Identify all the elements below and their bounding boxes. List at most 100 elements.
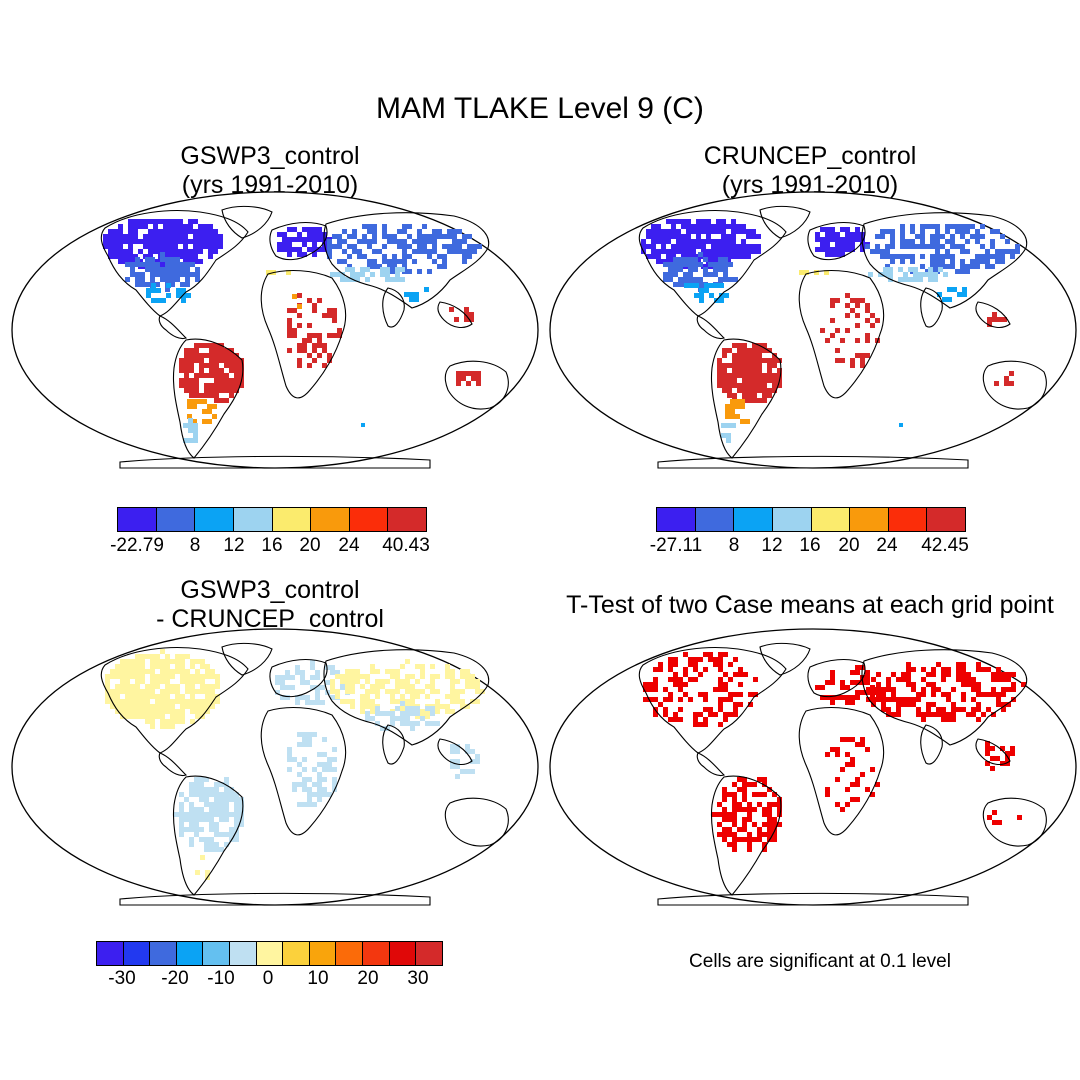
- field-tibet: [937, 287, 967, 302]
- coastline-greenland: [221, 642, 273, 676]
- field-mediterranean: [799, 270, 829, 275]
- coastline-northAmerica: [638, 647, 787, 754]
- coastline-greenland: [759, 205, 811, 239]
- field-central-asia: [330, 267, 405, 282]
- diff-se-asia: [450, 744, 480, 779]
- coastline-europe: [807, 658, 866, 698]
- field-australia: [994, 371, 1014, 386]
- colorbar-gswp3-label-1: 8: [189, 535, 201, 556]
- colorbar-difference-box-9: [336, 942, 364, 965]
- panel-title-cruncep: CRUNCEP_control (yrs 1991-2010): [703, 142, 917, 199]
- colorbar-gswp3-label-6: 40.43: [382, 535, 430, 556]
- diff-central-asia: [365, 701, 440, 731]
- colorbar-cruncep-box-1: [695, 508, 735, 531]
- coastline-centralAmerica: [696, 315, 726, 340]
- panel-title-ttest: T-Test of two Case means at each grid po…: [566, 591, 1054, 619]
- coastline-antarctica: [657, 892, 969, 906]
- colorbar-difference: [96, 941, 443, 966]
- coastline-india: [920, 724, 943, 765]
- field-island: [899, 423, 903, 427]
- field-patagonia: [721, 423, 736, 443]
- field-us-south: [684, 283, 729, 303]
- map-ttest-significance: [549, 628, 1077, 906]
- colorbar-gswp3-label-0: -22.79: [110, 535, 164, 556]
- coastline-africa: [798, 707, 885, 836]
- colorbar-difference-label-1: -20: [161, 968, 189, 989]
- coastline-seAsia: [437, 301, 473, 329]
- coastlines: [638, 205, 1047, 469]
- colorbar-gswp3-box-2: [195, 508, 234, 531]
- diff-south-america: [174, 777, 244, 852]
- coastline-africa: [260, 707, 347, 836]
- field-tibet: [404, 287, 429, 302]
- field-africa: [287, 293, 342, 368]
- colorbar-gswp3-label-3: 16: [261, 535, 283, 556]
- colorbar-cruncep-label-1: 8: [728, 535, 740, 556]
- coastline-centralAmerica: [158, 315, 188, 340]
- map-gswp3-control: [11, 191, 539, 469]
- colorbar-cruncep-label-4: 20: [838, 535, 860, 556]
- field-island: [361, 423, 365, 427]
- map-difference: [11, 628, 539, 906]
- colorbar-cruncep-label-2: 12: [761, 535, 783, 556]
- colorbar-cruncep-label-6: 42.45: [921, 535, 969, 556]
- colorbar-gswp3-box-3: [233, 508, 273, 531]
- coastline-centralAmerica: [158, 752, 188, 777]
- colorbar-difference-box-6: [256, 942, 284, 965]
- coastline-europe: [269, 658, 328, 698]
- field-us-south: [146, 283, 191, 303]
- coastline-northAmerica: [638, 210, 787, 317]
- coastline-centralAmerica: [696, 752, 726, 777]
- panel-title-difference: GSWP3_control - CRUNCEP_control: [156, 576, 384, 633]
- coastline-antarctica: [119, 892, 431, 906]
- field-scandinavia: [277, 227, 332, 257]
- field-siberia: [327, 224, 482, 274]
- colorbar-difference-box-12: [416, 942, 442, 965]
- coastline-india: [382, 287, 405, 328]
- colorbar-cruncep-box-0: [657, 508, 696, 531]
- colorbar-difference-label-4: 10: [307, 968, 329, 989]
- colorbar-gswp3-box-0: [118, 508, 157, 531]
- colorbar-cruncep-box-2: [734, 508, 773, 531]
- coastline-africa: [260, 270, 347, 399]
- colorbar-cruncep-label-3: 16: [799, 535, 821, 556]
- colorbar-gswp3-label-4: 20: [299, 535, 321, 556]
- coastline-northAmerica: [100, 210, 249, 317]
- diff-europe: [275, 660, 350, 705]
- colorbar-gswp3-box-6: [349, 508, 389, 531]
- colorbar-cruncep-box-5: [850, 508, 889, 531]
- colorbar-cruncep-box-4: [811, 508, 851, 531]
- colorbar-difference-box-3: [176, 942, 204, 965]
- colorbar-difference-box-1: [123, 942, 151, 965]
- field-australia: [456, 371, 481, 386]
- colorbar-difference-box-11: [389, 942, 417, 965]
- field-amazon: [717, 343, 782, 403]
- field-la-plata: [187, 399, 217, 424]
- diff-africa: [287, 732, 337, 807]
- colorbar-difference-box-10: [363, 942, 390, 965]
- coastline-europe: [807, 221, 866, 261]
- coastline-africa: [798, 270, 885, 399]
- colorbar-cruncep-box-7: [927, 508, 965, 531]
- panel-title-gswp3: GSWP3_control (yrs 1991-2010): [180, 142, 360, 199]
- coastline-australia: [444, 360, 509, 410]
- coastline-northAmerica: [100, 647, 249, 754]
- colorbar-difference-label-6: 30: [407, 968, 429, 989]
- field-africa: [820, 293, 880, 368]
- colorbar-gswp3-box-5: [311, 508, 350, 531]
- diff-north-america: [105, 649, 220, 729]
- coastline-asia: [861, 649, 1028, 746]
- field-sahel: [292, 294, 302, 309]
- coastline-antarctica: [119, 455, 431, 469]
- sig-north-america: [643, 652, 758, 727]
- coastline-australia: [982, 360, 1047, 410]
- colorbar-cruncep-label-0: -27.11: [649, 535, 703, 556]
- colorbar-gswp3-box-4: [272, 508, 312, 531]
- colorbar-cruncep-box-6: [888, 508, 928, 531]
- colorbar-difference-label-0: -30: [108, 968, 136, 989]
- colorbar-difference-box-2: [150, 942, 177, 965]
- sig-europe: [815, 665, 880, 705]
- main-title: MAM TLAKE Level 9 (C): [376, 92, 704, 125]
- colorbar-difference-box-8: [309, 942, 337, 965]
- coastline-seAsia: [437, 738, 473, 766]
